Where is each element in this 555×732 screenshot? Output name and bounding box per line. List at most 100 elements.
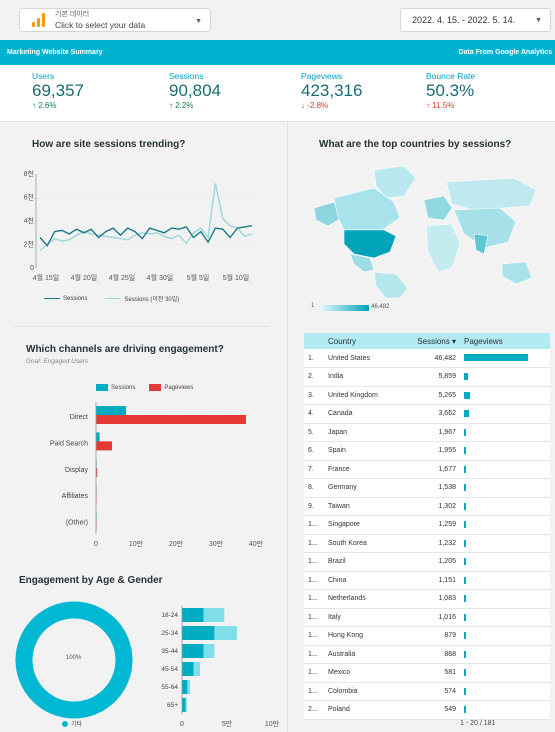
legend-swatch xyxy=(105,298,122,299)
table-row[interactable]: 1... Brazil 1,205 xyxy=(304,552,550,572)
table-row[interactable]: 6. Spain 1,955 xyxy=(304,441,550,461)
table-row[interactable]: 8. Germany 1,538 xyxy=(304,478,550,498)
pageviews-bar xyxy=(464,539,466,547)
table-row[interactable]: 5. Japan 1,967 xyxy=(304,423,550,442)
country-cell: Spain xyxy=(324,441,410,461)
sessions-cell: 5,265 xyxy=(410,386,460,405)
bar-pageviews xyxy=(187,680,191,694)
category-label: Direct xyxy=(70,414,88,421)
pageviews-cell xyxy=(460,663,550,683)
bar-sessions xyxy=(182,644,204,658)
table-row[interactable]: 1... Hong Kong 879 xyxy=(304,626,550,646)
table-row[interactable]: 1... China 1,151 xyxy=(304,571,550,590)
x-tick-label: 5월 5일 xyxy=(187,273,210,282)
x-tick-label: 5만 xyxy=(222,719,233,728)
pageviews-bar xyxy=(464,428,466,436)
map-scale-min: 1 xyxy=(311,303,315,309)
sessions-cell: 1,302 xyxy=(410,497,460,516)
rank-cell: 1... xyxy=(304,682,324,701)
table-row[interactable]: 1... Netherlands 1,083 xyxy=(304,589,550,609)
series-line-previous-sessions xyxy=(39,183,253,251)
table-row[interactable]: 2... Poland 549 xyxy=(304,700,550,720)
delta-value: 2.2% xyxy=(175,101,194,110)
sessions-cell: 1,016 xyxy=(410,608,460,627)
bar-pageviews xyxy=(203,644,215,658)
rank-cell: 8. xyxy=(304,478,324,498)
rank-cell: 2... xyxy=(304,700,324,720)
table-row[interactable]: 3. United Kingdom 5,265 xyxy=(304,386,550,405)
sessions-header[interactable]: Sessions ▾ xyxy=(417,336,456,346)
arrow-down-icon: ↓ xyxy=(301,101,308,110)
pageviews-bar xyxy=(464,687,466,695)
sessions-cell: 1,151 xyxy=(410,571,460,590)
rank-header xyxy=(304,333,324,349)
table-row[interactable]: 1... Italy 1,016 xyxy=(304,608,550,627)
date-range-select[interactable]: 2022. 4. 15. - 2022. 5. 14. ▼ xyxy=(400,8,551,32)
y-tick-label: 6천 xyxy=(24,193,34,202)
x-tick-label: 4월 25일 xyxy=(109,273,136,282)
bar-chart-icon xyxy=(32,13,46,27)
scorecard-value: 423,316 xyxy=(301,81,363,100)
sessions-cell: 574 xyxy=(410,682,460,701)
scorecards: Users 69,357 ↑ 2.6% Sessions 90,804 ↑ 2.… xyxy=(0,65,555,122)
arrow-up-icon: ↑ xyxy=(169,101,176,110)
sessions-cell: 1,205 xyxy=(410,552,460,572)
sessions-cell: 1,538 xyxy=(410,478,460,498)
data-source-select[interactable]: 기본 데이터 Click to select your data ▼ xyxy=(19,8,211,32)
data-source-caption: 기본 데이터 xyxy=(55,11,90,18)
section-divider xyxy=(14,326,270,327)
rank-cell: 2. xyxy=(304,367,324,387)
table-row[interactable]: 2. India 5,859 xyxy=(304,367,550,387)
rank-cell: 6. xyxy=(304,441,324,461)
pageviews-cell xyxy=(460,367,550,387)
table-row[interactable]: 1... Singapore 1,259 xyxy=(304,515,550,535)
table-pagination[interactable]: 1 - 20 / 181 xyxy=(460,720,496,727)
sessions-chart-title: How are site sessions trending? xyxy=(32,139,186,150)
pageviews-header[interactable]: Pageviews xyxy=(464,336,503,346)
category-label: Display xyxy=(65,467,88,474)
pageviews-bar xyxy=(464,650,466,658)
pageviews-cell xyxy=(460,497,550,516)
channels-legend: Sessions Pageviews xyxy=(96,384,193,391)
pageviews-cell xyxy=(460,460,550,479)
arrow-up-icon: ↑ xyxy=(32,101,39,110)
x-tick-label: 30만 xyxy=(209,539,224,548)
top-bar: 기본 데이터 Click to select your data ▼ 2022.… xyxy=(0,0,555,40)
map-scale-max: 46,482 xyxy=(371,304,390,310)
country-cell: Hong Kong xyxy=(324,626,410,646)
table-row[interactable]: 1. United States 46,482 xyxy=(304,349,550,368)
pageviews-cell xyxy=(460,700,550,720)
map-africa xyxy=(425,223,461,273)
sessions-legend: Sessions Sessions (이전 30일) xyxy=(44,294,179,303)
table-row[interactable]: 1... Australia 868 xyxy=(304,645,550,664)
table-row[interactable]: 7. France 1,677 xyxy=(304,460,550,479)
pageviews-cell xyxy=(460,589,550,609)
country-cell: Colombia xyxy=(324,682,410,701)
table-row[interactable]: 4. Canada 3,662 xyxy=(304,404,550,424)
x-tick-label: 10만 xyxy=(129,539,144,548)
delta-value: 2.6% xyxy=(38,101,57,110)
pageviews-cell xyxy=(460,645,550,664)
table-row[interactable]: 1... South Korea 1,232 xyxy=(304,534,550,553)
map-color-scale xyxy=(321,305,369,311)
country-cell: Japan xyxy=(324,423,410,442)
sessions-cell: 5,859 xyxy=(410,367,460,387)
x-tick-label: 4월 30일 xyxy=(147,273,174,282)
chevron-down-icon: ▼ xyxy=(535,17,542,24)
table-row[interactable]: 1... Colombia 574 xyxy=(304,682,550,701)
pageviews-cell xyxy=(460,608,550,627)
rank-cell: 1... xyxy=(304,515,324,535)
bar-pageviews xyxy=(214,626,237,640)
rank-cell: 1. xyxy=(304,349,324,368)
legend-label: 기타 xyxy=(71,722,83,728)
table-row[interactable]: 1... Mexico 581 xyxy=(304,663,550,683)
table-row[interactable]: 9. Taiwan 1,302 xyxy=(304,497,550,516)
category-label: Affiliates xyxy=(62,493,89,500)
country-header[interactable]: Country xyxy=(328,336,357,346)
sessions-cell: 1,083 xyxy=(410,589,460,609)
pageviews-bar xyxy=(464,595,466,603)
channels-bar-chart: 0 10만 20만 30만 40만 Direct Paid Search Display Aff… xyxy=(50,402,264,548)
pageviews-cell xyxy=(460,441,550,461)
bar-pageviews xyxy=(185,698,187,712)
country-cell: France xyxy=(324,460,410,479)
